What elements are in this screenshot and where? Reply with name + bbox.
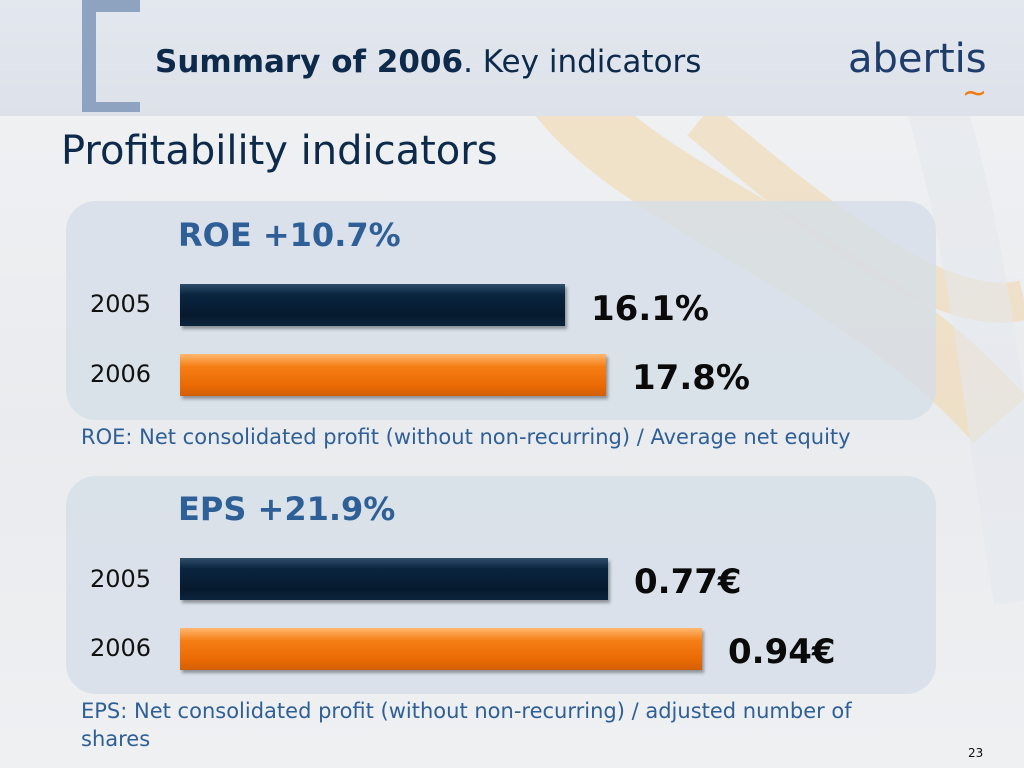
roe-year-2005: 2005 <box>90 290 152 318</box>
roe-bar-2006 <box>180 354 606 396</box>
roe-heading: ROE +10.7% <box>178 216 401 254</box>
eps-year-2005: 2005 <box>90 565 152 593</box>
section-title: Profitability indicators <box>61 128 498 174</box>
roe-value-2006: 17.8% <box>632 358 750 398</box>
roe-bar-2005 <box>180 284 565 326</box>
title-bold: Summary of 2006 <box>155 44 464 80</box>
header-band <box>0 0 1024 116</box>
eps-value-2005: 0.77€ <box>634 562 742 602</box>
slide-title: Summary of 2006. Key indicators <box>155 44 701 80</box>
roe-year-2006: 2006 <box>90 360 152 388</box>
abertis-logo: abertis <box>848 36 987 82</box>
title-rest: . Key indicators <box>463 44 702 80</box>
roe-value-2005: 16.1% <box>591 289 709 329</box>
bracket-decoration <box>82 0 140 112</box>
eps-bar-2005 <box>180 558 608 600</box>
logo-tilde-mark: ~ <box>962 76 988 111</box>
page-number: 23 <box>968 746 984 760</box>
roe-definition-note: ROE: Net consolidated profit (without no… <box>81 425 851 449</box>
eps-year-2006: 2006 <box>90 634 152 662</box>
eps-definition-note: EPS: Net consolidated profit (without no… <box>81 699 852 751</box>
eps-bar-2006 <box>180 628 702 670</box>
eps-heading: EPS +21.9% <box>178 490 396 528</box>
eps-value-2006: 0.94€ <box>728 632 836 672</box>
